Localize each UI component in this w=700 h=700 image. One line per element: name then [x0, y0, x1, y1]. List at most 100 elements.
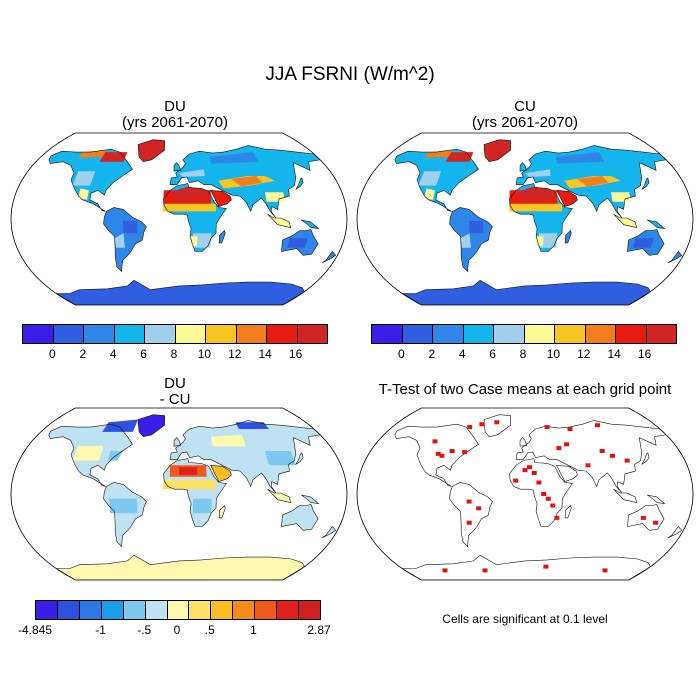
colorbar-swatch — [123, 601, 146, 619]
colorbar-tick-label: 10 — [546, 347, 561, 361]
antarctica-interior-cells — [56, 568, 302, 580]
colorbar-swatch — [53, 325, 84, 343]
panel-title-du-line2: (yrs 2061-2070) — [122, 114, 228, 131]
japan-coast — [641, 452, 650, 465]
mexico-cells — [78, 188, 89, 200]
sahara-core-cells — [516, 186, 554, 202]
globe-outline — [356, 407, 694, 581]
australia-interior-cells — [287, 238, 308, 248]
panel-title-ttest-line1: T-Test of two Case means at each grid po… — [378, 381, 672, 398]
south-america-fill — [449, 207, 493, 272]
arabia-coast — [209, 189, 232, 207]
africa-coast — [509, 458, 573, 527]
colorbar-swatch — [555, 325, 586, 343]
west-siberia-cells — [210, 434, 247, 447]
panel-title-du: DU (yrs 2061-2070) — [0, 99, 350, 131]
significant-cell — [449, 449, 455, 453]
panel-title-cu-line2: (yrs 2061-2070) — [472, 114, 578, 131]
greenland-coast — [137, 414, 166, 438]
south-america-south-cells — [114, 233, 125, 248]
south-america-coast — [449, 482, 493, 548]
new-guinea-coast — [647, 494, 666, 505]
colorbar-swatch — [101, 601, 124, 619]
uk-coast — [173, 162, 182, 172]
significant-cell — [599, 449, 605, 453]
new-guinea-coast — [647, 219, 666, 230]
significant-cell — [466, 520, 472, 525]
central-africa-cells — [192, 498, 212, 514]
colorbar-tick-label: 14 — [607, 347, 621, 361]
colorbar-tick-label: 12 — [577, 347, 591, 361]
australia-fill — [281, 504, 319, 531]
panel-title-ttest: T-Test of two Case means at each grid po… — [350, 382, 700, 398]
significant-cell — [442, 568, 448, 573]
colorbar-tick-label: .5 — [204, 623, 215, 637]
colorbar-cu — [371, 324, 677, 344]
colorbar-tick-label: 6 — [489, 347, 496, 361]
tarim-patch-cells — [577, 176, 609, 187]
significant-cell — [640, 515, 646, 520]
arabia-coast — [555, 464, 578, 482]
colorbar-swatch — [84, 325, 115, 343]
colorbar-swatch — [616, 325, 647, 343]
significant-cell — [602, 568, 608, 573]
siberia-north-cells — [235, 422, 269, 429]
colorbar-swatch — [233, 601, 256, 619]
north-america-coast — [48, 148, 133, 212]
new-zealand-fill — [321, 526, 336, 538]
arctic-north-america-cells — [78, 150, 107, 158]
europe-asia-coast — [515, 420, 667, 494]
north-america-coast — [48, 423, 133, 487]
africa-coast — [163, 183, 227, 252]
colorbar-tick-label: 2.87 — [307, 623, 331, 637]
colorbar-swatch — [79, 601, 102, 619]
significant-cell — [554, 515, 560, 520]
madagascar-coast — [564, 504, 572, 519]
map-content — [48, 139, 337, 305]
significant-cell — [541, 492, 547, 496]
colorbar-swatch — [145, 601, 168, 619]
arctic-canada-cells — [102, 419, 139, 432]
colorbar-swatch — [297, 325, 327, 343]
antarctica-coast — [55, 554, 305, 580]
madagascar-coast — [564, 229, 572, 244]
north-america-coast — [394, 148, 479, 212]
panel-title-cu: CU (yrs 2061-2070) — [350, 99, 700, 131]
kalahari-cells — [189, 236, 198, 246]
significant-cell — [585, 463, 591, 468]
greenland-fill — [484, 139, 511, 162]
australia-coast — [627, 229, 665, 256]
globe-outline — [10, 132, 348, 306]
arctic-north-america-cells — [424, 150, 453, 158]
map-diff — [10, 407, 348, 581]
japan-coast — [641, 177, 650, 190]
sahara-core-cells — [170, 186, 208, 202]
significant-cell — [531, 471, 537, 475]
map-content — [48, 414, 337, 580]
significant-cell — [462, 450, 468, 454]
significant-cell — [545, 496, 551, 501]
greenland-coast — [137, 139, 166, 163]
significant-cell — [556, 446, 562, 451]
colorbar-swatch — [23, 325, 54, 343]
uk-fill — [174, 162, 181, 172]
colorbar-swatch — [36, 601, 58, 619]
south-america-coast — [103, 207, 147, 273]
south-america-fill — [103, 482, 147, 547]
europe-asia-coast — [169, 420, 321, 494]
arctic-canada-cells — [445, 152, 474, 162]
map-content — [394, 139, 683, 305]
colorbar-tick-label: 8 — [519, 347, 527, 361]
colorbar-tick-label: 1 — [250, 623, 257, 637]
europe-south-cells — [179, 169, 205, 177]
colorbar-swatch — [524, 325, 555, 343]
tarim-patch-cells — [231, 176, 263, 187]
greenland-cold-cells — [143, 417, 163, 435]
page-title: JJA FSRNI (W/m^2) — [265, 64, 435, 85]
australia-coast — [627, 504, 665, 531]
significant-cell — [544, 425, 550, 430]
colorbar-swatch — [145, 325, 176, 343]
kalahari-cells — [535, 236, 544, 246]
map-cu — [356, 132, 694, 306]
arabia-fill — [556, 190, 578, 207]
